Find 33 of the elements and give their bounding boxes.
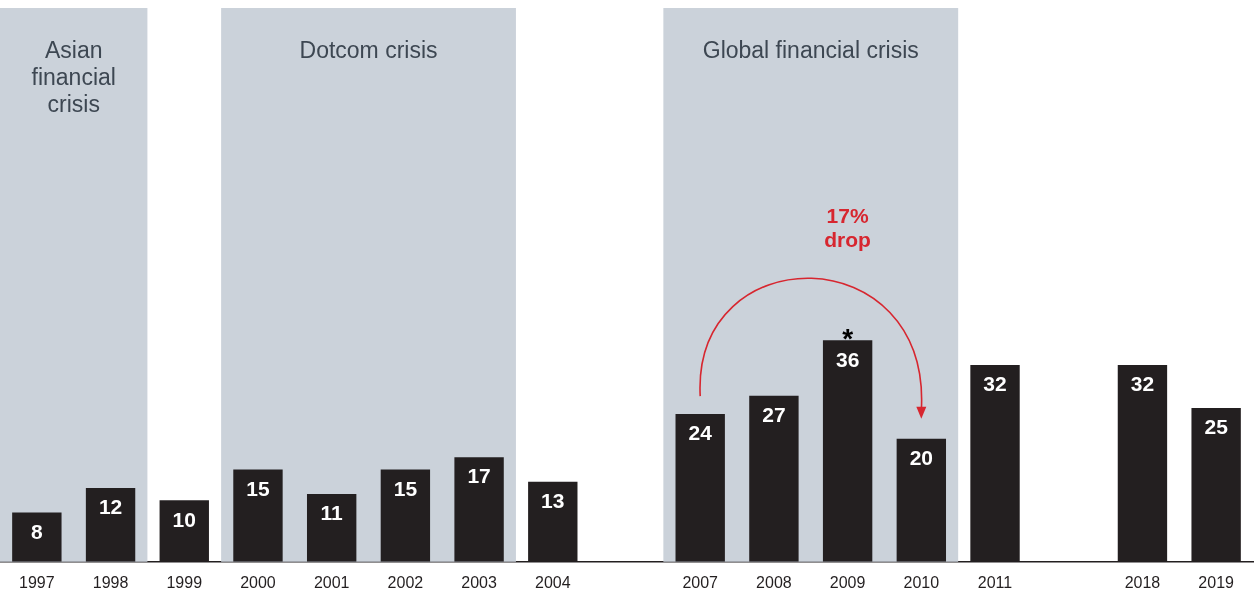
x-tick-label: 2009 <box>829 573 866 591</box>
x-tick-label: 1998 <box>92 573 129 591</box>
data-label: 32 <box>1130 372 1155 396</box>
data-label: 27 <box>762 402 786 426</box>
data-label: 15 <box>246 476 270 500</box>
data-label: 24 <box>688 421 713 445</box>
x-tick-label: 2010 <box>903 573 940 591</box>
data-label: 17 <box>467 464 491 488</box>
x-tick-label: 2003 <box>461 573 497 591</box>
x-tick-label: 2001 <box>313 573 350 591</box>
data-label: 10 <box>172 507 196 531</box>
data-label: 8 <box>31 519 44 543</box>
x-tick-label: 1999 <box>166 573 203 591</box>
text: 17% drop <box>824 204 871 252</box>
x-tick-label: 2019 <box>1198 573 1235 591</box>
x-tick-label: 2018 <box>1124 573 1161 591</box>
band-label: Global financial crisis <box>702 36 919 63</box>
x-tick-label: 2008 <box>756 573 792 591</box>
band-label: Dotcom crisis <box>299 36 438 63</box>
x-tick-label: 2011 <box>977 573 1013 591</box>
data-label: 20 <box>909 446 933 470</box>
x-tick-label: 2004 <box>535 573 571 591</box>
data-label: 15 <box>393 476 418 500</box>
x-tick-label: 2000 <box>240 573 276 591</box>
data-label: 13 <box>541 489 565 513</box>
data-label: 12 <box>98 495 123 519</box>
data-label: 11 <box>320 501 344 525</box>
data-label: 25 <box>1204 415 1229 439</box>
data-label: 32 <box>983 372 1007 396</box>
x-tick-label: 2007 <box>682 573 719 591</box>
x-tick-label: 1997 <box>19 573 55 591</box>
band-label: Asian financial crisis <box>31 36 116 117</box>
x-tick-label: 2002 <box>387 573 424 591</box>
